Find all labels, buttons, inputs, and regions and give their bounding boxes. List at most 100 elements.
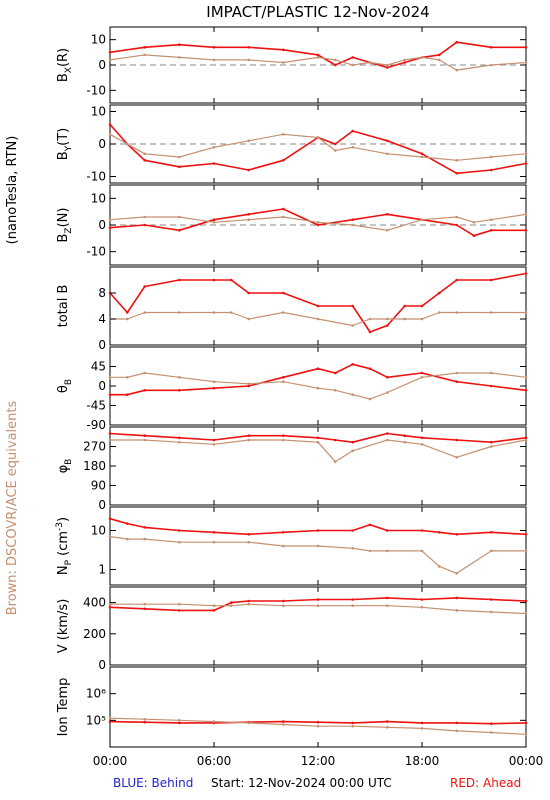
point-theta-ahead [368, 367, 372, 371]
point-np-ace [420, 549, 424, 553]
point-by-ace [247, 139, 250, 143]
point-bz-ahead [351, 218, 355, 221]
point-np-ahead [247, 533, 250, 536]
point-bz-ace [108, 218, 112, 221]
point-np-ace [455, 572, 459, 575]
point-phi-ahead [455, 438, 459, 442]
ytick-label-v: 400 [83, 596, 106, 610]
point-phi-ahead [316, 436, 320, 440]
point-btot-ahead [490, 278, 493, 282]
ytick-label-np: 1 [98, 562, 106, 576]
point-phi-ahead [386, 432, 389, 435]
point-v-ahead [316, 598, 320, 601]
point-temp-ace [386, 726, 389, 729]
series-btot-ahead [109, 272, 527, 333]
point-btot-ahead [230, 278, 233, 282]
point-btot-ahead [524, 272, 528, 275]
behind-legend: BLUE: Behind [113, 776, 193, 790]
panel-btot: 0 4 8 total B [56, 266, 528, 352]
point-np-ace [126, 537, 129, 541]
point-bz-ace [420, 218, 424, 221]
point-bz-ace [247, 218, 250, 221]
point-np-ahead [108, 517, 112, 520]
point-temp-ahead [316, 720, 320, 724]
point-temp-ace [420, 727, 424, 730]
point-phi-ace [212, 443, 216, 446]
point-theta-ahead [524, 389, 528, 392]
ytick-label-by: 0 [98, 137, 106, 151]
ylabel-temp: Ion Temp [56, 678, 71, 737]
point-bx-ahead [438, 53, 441, 57]
panel-v: 0 200 400 V (km/s) [56, 586, 528, 672]
panel-bz: -10 0 10 BZ(N) [56, 184, 528, 266]
point-by-ace [282, 133, 285, 136]
point-by-ace [524, 152, 528, 156]
point-phi-ahead [178, 436, 181, 440]
ytick-label-temp: 10⁶ [86, 687, 106, 701]
point-np-ahead [126, 522, 129, 525]
point-bz-ace [386, 229, 389, 232]
point-bx-ace [108, 58, 112, 62]
point-phi-ahead [212, 438, 216, 442]
ytick-label-by: -10 [86, 170, 106, 184]
point-np-ace [212, 540, 216, 544]
xtick-label: 00:00 [509, 754, 544, 768]
point-btot-ace [368, 317, 372, 321]
point-np-ace [368, 549, 372, 553]
point-v-ace [212, 604, 216, 607]
ytick-label-phi: 0 [98, 498, 106, 512]
point-temp-ace [178, 719, 181, 722]
point-bx-ahead [351, 56, 355, 59]
point-by-ace [420, 155, 424, 159]
ytick-label-v: 0 [98, 658, 106, 672]
point-bx-ahead [490, 46, 493, 49]
point-by-ahead [247, 168, 250, 172]
point-bz-ace [282, 215, 285, 219]
point-by-ace [126, 142, 129, 146]
xtick-label: 12:00 [301, 754, 336, 768]
point-by-ahead [108, 123, 112, 126]
ytick-label-np: 10 [91, 523, 106, 537]
point-bx-ace [368, 61, 372, 64]
ytick-label-phi: 90 [91, 479, 106, 493]
point-bx-ahead [455, 40, 459, 44]
point-temp-ahead [282, 720, 285, 723]
panel-bx: -10 0 10 BX(R) [56, 26, 528, 104]
point-bx-ahead [316, 53, 320, 57]
point-theta-ace [143, 371, 146, 375]
point-by-ahead [334, 142, 337, 146]
point-bx-ace [386, 63, 389, 67]
point-bx-ahead [524, 46, 528, 49]
xtick-label: 18:00 [405, 754, 440, 768]
point-bz-ahead [316, 223, 320, 227]
point-v-ahead [351, 598, 355, 601]
panel-frame-temp [109, 666, 527, 748]
point-bz-ace [143, 215, 146, 219]
point-theta-ahead [247, 384, 250, 388]
point-temp-ahead [143, 720, 146, 724]
point-theta-ahead [386, 376, 389, 379]
point-phi-ace [282, 438, 285, 442]
point-bx-ace [282, 61, 285, 64]
point-bz-ace [212, 221, 216, 224]
point-btot-ahead [247, 291, 250, 295]
point-by-ahead [524, 162, 528, 165]
point-theta-ace [386, 391, 389, 394]
point-by-ahead [455, 172, 459, 175]
point-by-ahead [490, 168, 493, 172]
point-v-ahead [108, 606, 112, 609]
series-theta-ace [110, 372, 527, 400]
point-np-ahead [282, 531, 285, 534]
point-temp-ace [455, 729, 459, 733]
point-theta-ahead [212, 386, 216, 390]
point-phi-ahead [351, 440, 355, 444]
point-btot-ace [403, 317, 407, 321]
point-by-ace [316, 136, 320, 139]
point-np-ace [524, 549, 528, 553]
point-temp-ace [212, 720, 216, 723]
point-np-ahead [438, 531, 441, 534]
point-btot-ahead [351, 304, 355, 308]
xtick-label: 00:00 [93, 754, 128, 768]
point-np-ahead [143, 526, 146, 529]
point-btot-ace [524, 311, 528, 314]
